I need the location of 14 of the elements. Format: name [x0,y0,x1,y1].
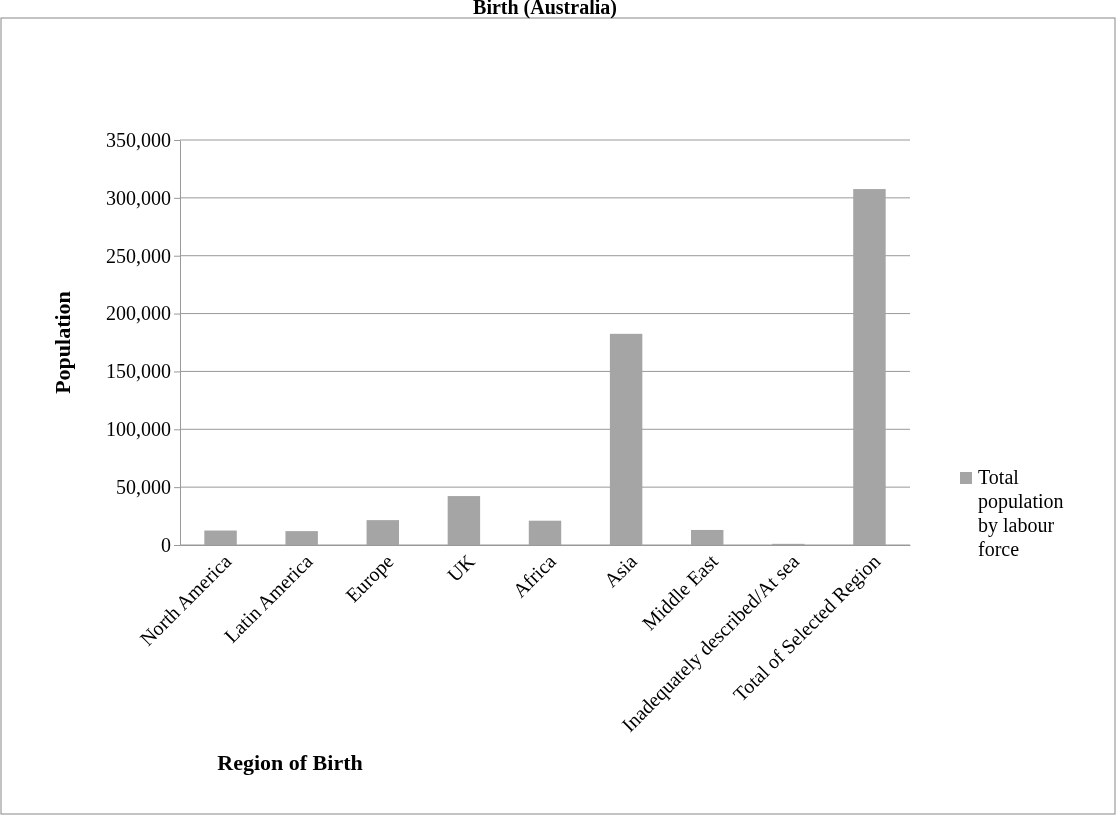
x-tick-label: UK [442,549,480,586]
chart-title: Birth (Australia) [473,0,617,19]
x-tick-label: Asia [599,549,642,592]
legend-label: Total population by labour force [978,466,1064,560]
y-tick-label: 50,000 [116,476,171,499]
y-tick-label: 100,000 [106,418,171,441]
y-tick-label: 250,000 [106,244,171,267]
y-tick-label: 300,000 [106,186,171,209]
y-tick-label: 350,000 [106,128,171,151]
y-tick-label: 0 [161,533,171,556]
x-axis-title: Region of Birth [217,750,363,775]
y-axis-title: Population [50,291,75,394]
y-tick-label: 150,000 [106,360,171,383]
y-tick-label: 200,000 [106,302,171,325]
